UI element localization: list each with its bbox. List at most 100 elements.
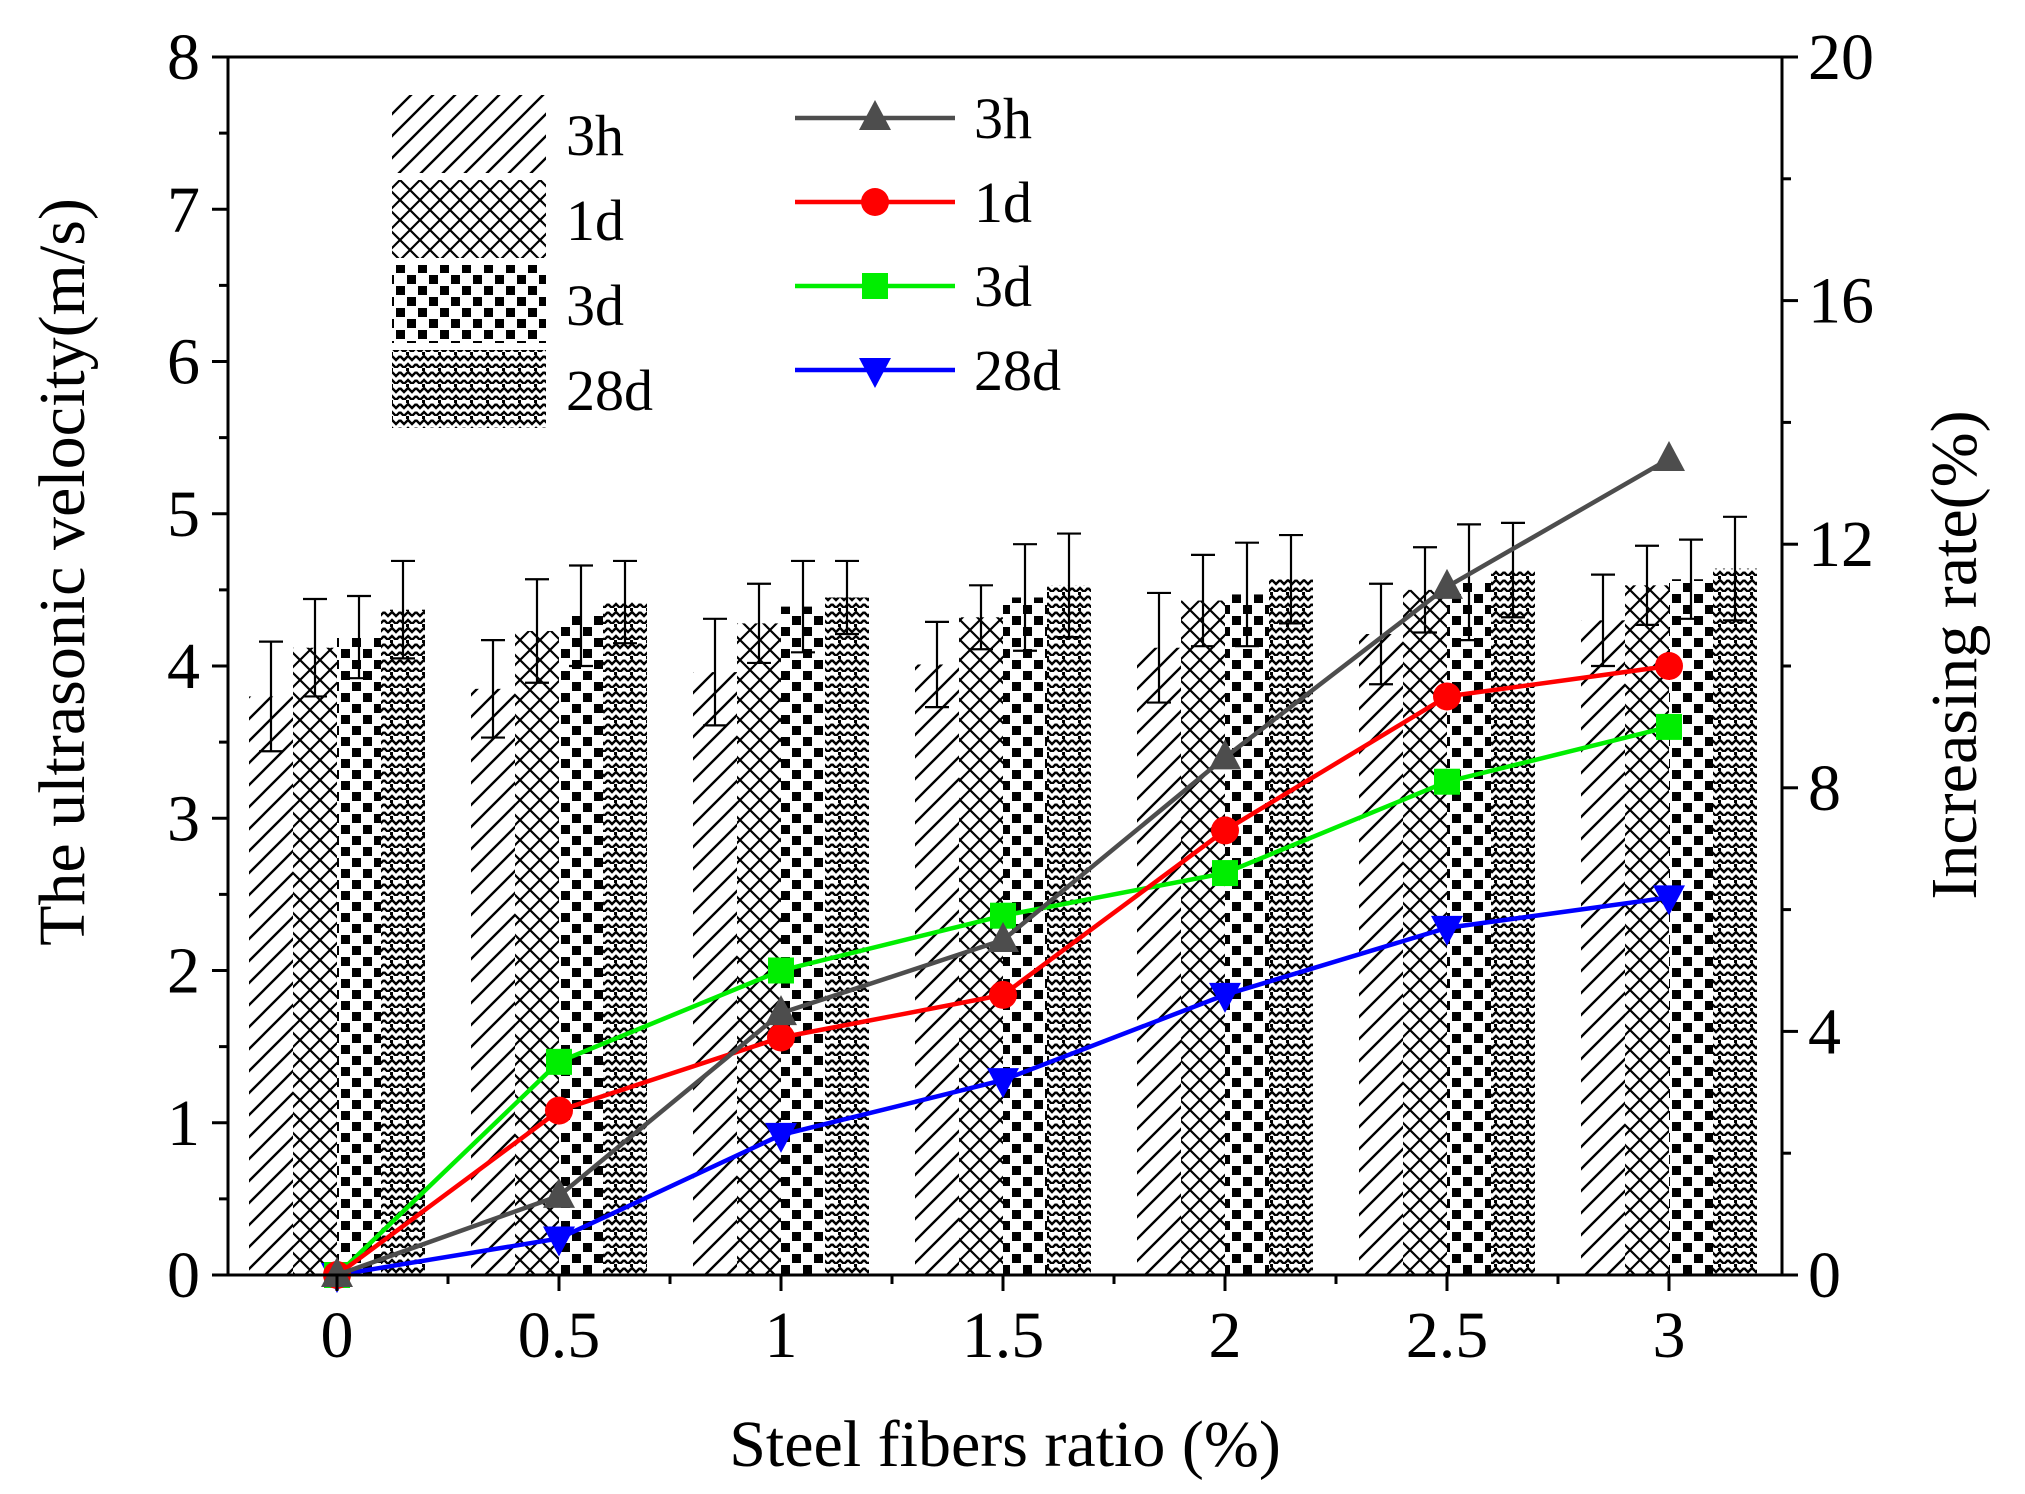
error-bar-28d-1: [835, 559, 859, 636]
bar-1d-2: [1181, 600, 1225, 1275]
legend-marker-3d: [862, 273, 888, 299]
error-bar-1d-3: [1635, 544, 1659, 626]
bar-1d-1: [737, 623, 781, 1275]
error-bar-28d-3: [1723, 515, 1747, 622]
bar-3d-0: [337, 637, 381, 1275]
point-1d-0.5: [545, 1096, 573, 1125]
legend-label-bar-3h: 3h: [566, 103, 624, 168]
legend-swatch-bar-3h: [392, 95, 546, 173]
y-axis-title-left: The ultrasonic velocity(m/s): [26, 198, 99, 946]
legend-label-bar-28d: 28d: [566, 358, 653, 423]
point-3h-0.5: [543, 1177, 575, 1208]
bar-3h-1: [693, 672, 737, 1275]
line-series: [321, 440, 1685, 1293]
point-3h-1.5: [987, 922, 1019, 953]
point-3d-0.5: [546, 1048, 572, 1075]
x-tick-label: 3: [1653, 1299, 1686, 1372]
error-bar-28d-1.5: [1057, 532, 1081, 639]
y-right-tick-label: 8: [1808, 752, 1841, 825]
point-28d-2.5: [1431, 915, 1463, 946]
error-bar-1d-1: [747, 582, 771, 665]
error-bar-1d-2: [1191, 553, 1215, 648]
bar-3h-2: [1137, 647, 1181, 1275]
y-right-tick-label: 20: [1808, 21, 1874, 94]
error-bar-3h-1.5: [925, 620, 949, 709]
x-tick-label: 2.5: [1406, 1299, 1489, 1372]
y-left-tick-label: 1: [167, 1087, 200, 1160]
bar-3d-1: [781, 606, 825, 1275]
legend-label-line-1d: 1d: [974, 170, 1032, 235]
point-28d-1: [765, 1122, 797, 1153]
point-3h-2: [1209, 739, 1241, 770]
point-3d-1: [768, 957, 794, 984]
legend-label-line-3d: 3d: [974, 254, 1032, 319]
error-bar-3h-3: [1591, 573, 1615, 668]
y-right-tick-label: 0: [1808, 1239, 1841, 1312]
bar-28d-0.5: [603, 602, 647, 1275]
error-bar-3h-0.5: [481, 639, 505, 739]
legend-label-line-28d: 28d: [974, 338, 1061, 403]
legend-label-bar-1d: 1d: [566, 188, 624, 253]
error-bar-28d-2.5: [1501, 521, 1525, 619]
legend-marker-1d: [861, 188, 889, 216]
bar-28d-1: [825, 597, 869, 1275]
point-3h-3: [1653, 440, 1685, 471]
y-left-tick-label: 8: [167, 21, 200, 94]
error-bar-28d-0.5: [613, 559, 637, 645]
bar-1d-0.5: [515, 630, 559, 1275]
legend-swatch-bar-1d: [392, 180, 546, 258]
y-right-tick-label: 4: [1808, 995, 1841, 1068]
x-tick-label: 1: [765, 1299, 798, 1372]
y-left-tick-label: 6: [167, 326, 200, 399]
point-28d-2: [1209, 982, 1241, 1013]
point-28d-0.5: [543, 1226, 575, 1257]
x-tick-label: 0.5: [518, 1299, 601, 1372]
point-3d-2.5: [1434, 768, 1460, 795]
x-tick-label: 2: [1209, 1299, 1242, 1372]
x-tick-label: 0: [321, 1299, 354, 1372]
legend-swatch-bar-28d: [392, 350, 546, 428]
error-bar-3h-1: [703, 617, 727, 727]
point-1d-3: [1655, 652, 1683, 680]
bar-3h-0.5: [471, 688, 515, 1275]
bar-28d-2: [1269, 579, 1313, 1275]
error-bar-3d-2: [1235, 541, 1259, 648]
point-1d-2: [1211, 816, 1239, 845]
error-bar-1d-0: [303, 597, 327, 698]
error-bar-3d-0.5: [569, 564, 593, 668]
x-axis-title: Steel fibers ratio (%): [729, 1408, 1281, 1481]
legend: 3h 1d 3d 28d 3h 1d 3d 28d: [392, 86, 1061, 428]
bar-28d-1.5: [1047, 585, 1091, 1275]
error-bars: [259, 515, 1747, 753]
y-right-tick-label: 12: [1808, 508, 1874, 581]
bar-3h-0: [249, 696, 293, 1275]
error-bar-3h-2.5: [1369, 582, 1393, 686]
bar-3d-2: [1225, 594, 1269, 1275]
y-left-tick-label: 7: [167, 173, 200, 246]
y-left-tick-label: 0: [167, 1239, 200, 1312]
point-1d-1: [767, 1023, 795, 1052]
y-left-tick-label: 3: [167, 782, 200, 855]
error-bar-3d-3: [1679, 538, 1703, 620]
error-bar-1d-0.5: [525, 578, 549, 684]
error-bar-1d-2.5: [1413, 546, 1437, 634]
x-tick-label: 1.5: [962, 1299, 1045, 1372]
y-axis-title-right: Increasing rate(%): [1918, 410, 1991, 899]
y-left-tick-label: 4: [167, 630, 200, 703]
legend-swatch-bar-3d: [392, 265, 546, 343]
error-bar-3d-1.5: [1013, 543, 1037, 652]
bar-1d-3: [1625, 585, 1669, 1275]
error-bar-3d-0: [347, 594, 371, 680]
legend-label-bar-3d: 3d: [566, 273, 624, 338]
point-3d-2: [1212, 860, 1238, 887]
error-bar-1d-1.5: [969, 584, 993, 651]
y-left-tick-label: 2: [167, 935, 200, 1008]
error-bar-3h-2: [1147, 591, 1171, 704]
point-3h-1: [765, 995, 797, 1026]
point-3d-3: [1656, 713, 1682, 740]
error-bar-3d-1: [791, 559, 815, 654]
error-bar-28d-2: [1279, 533, 1303, 625]
legend-label-line-3h: 3h: [974, 86, 1032, 151]
